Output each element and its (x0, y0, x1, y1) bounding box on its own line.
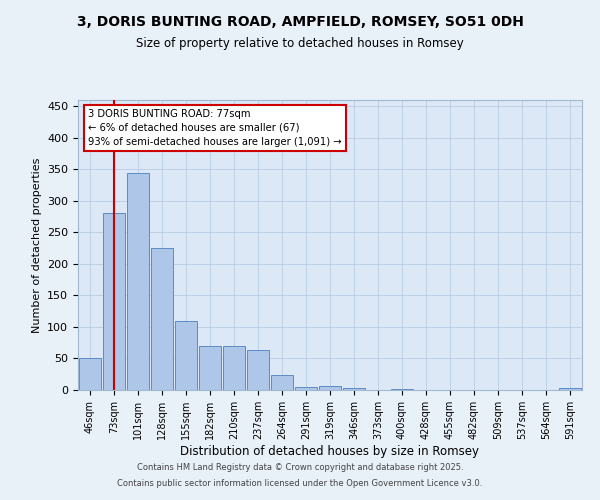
X-axis label: Distribution of detached houses by size in Romsey: Distribution of detached houses by size … (181, 444, 479, 458)
Y-axis label: Number of detached properties: Number of detached properties (32, 158, 41, 332)
Bar (223, 346, 245, 390)
Text: 3, DORIS BUNTING ROAD, AMPFIELD, ROMSEY, SO51 0DH: 3, DORIS BUNTING ROAD, AMPFIELD, ROMSEY,… (77, 15, 523, 29)
Bar (271, 375, 293, 390)
Bar (199, 346, 221, 390)
Text: Contains public sector information licensed under the Open Government Licence v3: Contains public sector information licen… (118, 478, 482, 488)
Bar (127, 172, 149, 390)
Bar (319, 386, 341, 390)
Text: Contains HM Land Registry data © Crown copyright and database right 2025.: Contains HM Land Registry data © Crown c… (137, 464, 463, 472)
Bar (247, 350, 269, 390)
Bar (151, 248, 173, 390)
Bar (559, 388, 581, 390)
Bar (175, 320, 197, 390)
Text: Size of property relative to detached houses in Romsey: Size of property relative to detached ho… (136, 38, 464, 51)
Text: 3 DORIS BUNTING ROAD: 77sqm
← 6% of detached houses are smaller (67)
93% of semi: 3 DORIS BUNTING ROAD: 77sqm ← 6% of deta… (88, 108, 342, 146)
Bar (79, 358, 101, 390)
Bar (295, 387, 317, 390)
Bar (391, 388, 413, 390)
Bar (343, 388, 365, 390)
Bar (103, 214, 125, 390)
